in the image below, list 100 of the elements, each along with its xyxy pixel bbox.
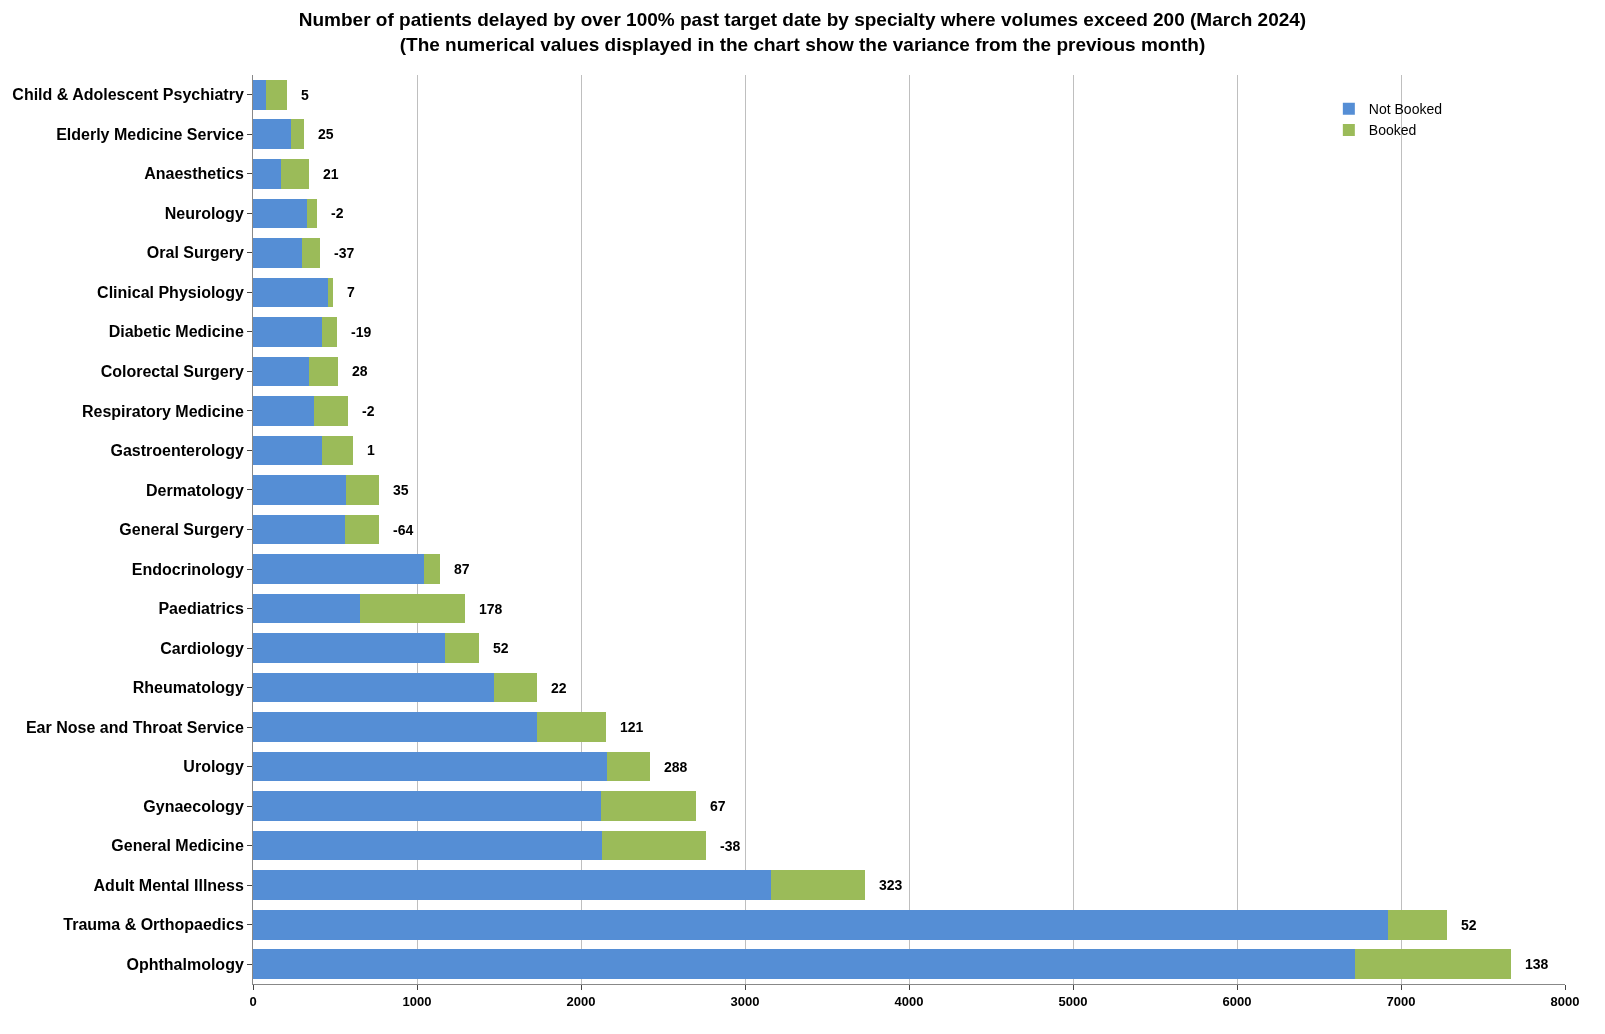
bar (253, 317, 322, 347)
y-tick-label: Colorectal Surgery (100, 363, 244, 381)
annotation: -38 (720, 838, 741, 854)
annotation: 21 (323, 166, 339, 182)
x-tick-label: 7000 (1386, 993, 1416, 1009)
bar (253, 870, 772, 901)
bar (253, 119, 291, 150)
annotation: 22 (551, 680, 567, 696)
annotation: 121 (620, 719, 644, 735)
y-tick-label: Paediatrics (158, 600, 244, 618)
annotation: 25 (318, 126, 334, 142)
x-tick-label: 0 (249, 993, 257, 1009)
y-tick-label: Elderly Medicine Service (56, 125, 244, 143)
bar (253, 909, 1388, 940)
y-tick-label: Diabetic Medicine (108, 323, 244, 341)
bar (602, 830, 706, 861)
y-tick-label: Endocrinology (131, 560, 244, 578)
y-tick-label: Respiratory Medicine (81, 402, 244, 420)
annotation: 67 (710, 798, 726, 814)
bar (266, 79, 288, 110)
bar (253, 475, 347, 505)
y-tick-label: Gynaecology (143, 797, 244, 815)
y-tick-label: Ear Nose and Throat Service (25, 718, 244, 736)
bar (600, 791, 696, 821)
y-tick-label: Neurology (164, 204, 244, 222)
y-tick-label: Ophthalmology (126, 955, 244, 973)
annotation: -64 (393, 522, 414, 538)
bar (423, 554, 440, 584)
annotation: 28 (352, 363, 368, 379)
bar (253, 238, 303, 268)
y-tick-label: Gastroenterology (110, 442, 244, 460)
annotation: 323 (879, 877, 903, 893)
y-tick-label: Child & Adolescent Psychiatry (12, 86, 244, 104)
bar (253, 633, 445, 663)
annotation: 87 (454, 561, 470, 577)
annotation: -2 (362, 403, 375, 419)
annotation: 52 (493, 640, 509, 656)
x-tick-label: 3000 (730, 993, 760, 1009)
bar (253, 158, 281, 189)
bar (344, 514, 380, 545)
y-tick-label: General Medicine (111, 837, 244, 855)
bar (307, 198, 317, 229)
x-tick-label: 6000 (1222, 993, 1252, 1009)
bar (536, 712, 606, 742)
y-tick-label: Trauma & Orthopaedics (63, 916, 244, 934)
bar (253, 277, 329, 308)
annotation: 7 (347, 284, 355, 300)
y-tick-label: Adult Mental Illness (93, 876, 244, 894)
bar (1355, 949, 1511, 980)
bar (253, 356, 309, 387)
bar (253, 593, 360, 624)
bar (280, 158, 309, 189)
annotation: 5 (301, 87, 309, 103)
bar (313, 396, 349, 426)
bar (253, 949, 1356, 980)
bar (494, 672, 537, 703)
bar (253, 751, 608, 782)
legend-label: Not Booked (1368, 101, 1443, 118)
bar (253, 672, 495, 703)
x-tick-label: 5000 (1058, 993, 1088, 1009)
bar (302, 238, 321, 268)
x-tick-label: 2000 (566, 993, 596, 1009)
y-tick-label: Cardiology (160, 639, 244, 657)
x-tick-label: 1000 (402, 993, 432, 1009)
bar (290, 119, 304, 150)
bar (346, 475, 380, 505)
x-tick-label: 8000 (1550, 993, 1580, 1009)
bar (253, 396, 314, 426)
y-tick-label: General Surgery (119, 521, 244, 539)
annotation: -2 (331, 205, 344, 221)
y-tick-label: Dermatology (146, 481, 244, 499)
y-tick-label: Rheumatology (132, 679, 244, 697)
annotation: 1 (367, 442, 375, 458)
annotation: 52 (1461, 917, 1477, 933)
bar (321, 317, 337, 347)
bar (1387, 909, 1447, 940)
annotation: 35 (393, 482, 409, 498)
legend-label: Booked (1368, 122, 1417, 139)
y-tick-label: Anaesthetics (144, 165, 244, 183)
bar (253, 198, 308, 229)
bar (321, 435, 354, 466)
annotation: -37 (334, 245, 355, 261)
bar (253, 830, 603, 861)
bar (253, 435, 322, 466)
annotation: 138 (1525, 956, 1549, 972)
chart-subtitle: (The numerical values displayed in the chart show the variance from the previous month) (399, 33, 1206, 55)
annotation: -19 (351, 324, 372, 340)
bar (771, 870, 865, 901)
annotation: 288 (664, 759, 688, 775)
bar (607, 751, 650, 782)
x-tick-label: 4000 (894, 993, 924, 1009)
annotation: 178 (479, 601, 503, 617)
y-tick-label: Urology (183, 758, 244, 776)
y-tick-label: Clinical Physiology (97, 283, 244, 301)
bar (308, 356, 339, 387)
bar (253, 791, 601, 821)
bar (444, 633, 480, 663)
bar (253, 554, 424, 584)
bar (253, 79, 267, 110)
chart-title: Number of patients delayed by over 100% past target date by specialty where volumes exceed 200 (March 2024) (298, 8, 1307, 30)
